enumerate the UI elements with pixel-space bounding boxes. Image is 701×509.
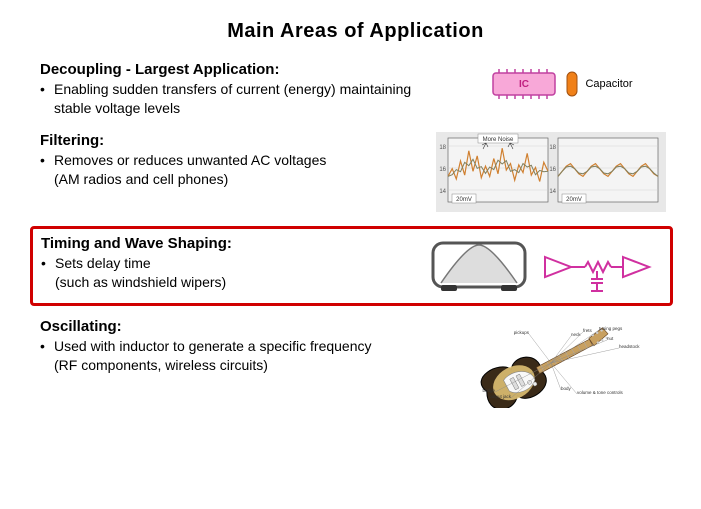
timing-sub: (such as windshield wipers)	[41, 273, 412, 292]
slide: Main Areas of Application Decoupling - L…	[0, 0, 701, 509]
svg-text:bridge: bridge	[482, 388, 495, 393]
filtering-bullets: Removes or reduces unwanted AC voltages	[40, 151, 421, 170]
oscillating-sub: (RF components, wireless circuits)	[40, 356, 421, 375]
decoupling-image: IC Capacitor	[431, 61, 671, 101]
svg-text:20mV: 20mV	[456, 197, 472, 203]
svg-text:16: 16	[439, 167, 446, 173]
svg-text:pickups: pickups	[514, 330, 530, 335]
section-filtering: Filtering: Removes or reduces unwanted A…	[40, 132, 671, 212]
decoupling-text: Decoupling - Largest Application: Enabli…	[40, 61, 421, 118]
svg-text:output jack: output jack	[489, 394, 512, 399]
svg-text:18: 18	[549, 145, 556, 151]
oscillating-bullet: Used with inductor to generate a specifi…	[54, 337, 421, 356]
timing-text: Timing and Wave Shaping: Sets delay time…	[41, 235, 412, 292]
svg-text:volume & tone controls: volume & tone controls	[577, 390, 624, 395]
section-timing: Timing and Wave Shaping: Sets delay time…	[41, 235, 662, 297]
filtering-image: 18 16 14 20mV More Noise 18 16 14 20mV	[431, 132, 671, 212]
section-oscillating: Oscillating: Used with inductor to gener…	[40, 318, 671, 408]
svg-text:tuning pegs: tuning pegs	[599, 326, 623, 331]
svg-text:neck: neck	[571, 332, 581, 337]
filtering-heading: Filtering:	[40, 132, 421, 149]
svg-text:headstock: headstock	[619, 344, 640, 349]
svg-text:More Noise: More Noise	[483, 137, 514, 143]
timing-image	[422, 235, 662, 297]
page-title: Main Areas of Application	[40, 20, 671, 43]
ic-text: IC	[519, 79, 529, 90]
timing-bullet: Sets delay time	[55, 254, 412, 273]
section-timing-highlight: Timing and Wave Shaping: Sets delay time…	[30, 226, 673, 306]
section-decoupling: Decoupling - Largest Application: Enabli…	[40, 61, 671, 118]
filtering-text: Filtering: Removes or reduces unwanted A…	[40, 132, 421, 189]
oscillating-image: tuning pegs nut fretsneck headstock body pick…	[431, 318, 671, 408]
windshield-icon	[433, 243, 525, 291]
capacitor-icon	[565, 70, 579, 98]
oscillating-text: Oscillating: Used with inductor to gener…	[40, 318, 421, 375]
svg-text:18: 18	[439, 145, 446, 151]
timing-heading: Timing and Wave Shaping:	[41, 235, 412, 252]
guitar-icon: tuning pegs nut fretsneck headstock body pick…	[451, 318, 651, 408]
svg-text:nut: nut	[607, 336, 614, 341]
rc-circuit-icon	[545, 257, 649, 291]
svg-text:14: 14	[439, 189, 446, 195]
oscillating-bullets: Used with inductor to generate a specifi…	[40, 337, 421, 356]
oscillating-heading: Oscillating:	[40, 318, 421, 335]
capacitor-label: Capacitor	[585, 78, 632, 90]
svg-text:20mV: 20mV	[566, 197, 582, 203]
svg-text:14: 14	[549, 189, 556, 195]
decoupling-bullets: Enabling sudden transfers of current (en…	[40, 80, 421, 118]
svg-text:body: body	[561, 386, 572, 391]
decoupling-bullet: Enabling sudden transfers of current (en…	[54, 80, 421, 118]
decoupling-heading: Decoupling - Largest Application:	[40, 61, 421, 78]
timing-diagram	[427, 235, 657, 297]
svg-text:16: 16	[549, 167, 556, 173]
ic-diagram: IC Capacitor	[489, 67, 632, 101]
ic-chip-icon: IC	[489, 67, 559, 101]
noise-chart: 18 16 14 20mV More Noise 18 16 14 20mV	[436, 132, 666, 212]
timing-bullets: Sets delay time	[41, 254, 412, 273]
filtering-sub: (AM radios and cell phones)	[40, 170, 421, 189]
svg-text:frets: frets	[583, 328, 593, 333]
filtering-bullet: Removes or reduces unwanted AC voltages	[54, 151, 421, 170]
